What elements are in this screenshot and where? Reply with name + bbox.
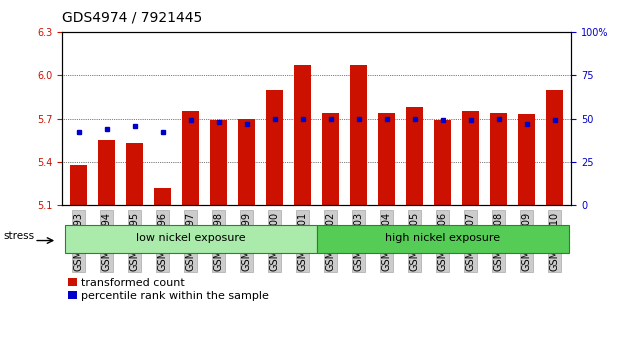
- Bar: [546, 90, 563, 205]
- Bar: [434, 120, 451, 205]
- Bar: [238, 119, 255, 205]
- Text: GDS4974 / 7921445: GDS4974 / 7921445: [62, 11, 202, 25]
- Bar: [294, 65, 311, 205]
- Text: low nickel exposure: low nickel exposure: [136, 233, 246, 243]
- Text: high nickel exposure: high nickel exposure: [385, 233, 500, 243]
- Bar: [127, 143, 143, 205]
- Bar: [322, 113, 339, 205]
- Bar: [406, 107, 423, 205]
- Bar: [266, 90, 283, 205]
- Bar: [65, 225, 317, 253]
- Bar: [462, 112, 479, 205]
- Bar: [350, 65, 367, 205]
- Bar: [99, 140, 116, 205]
- Bar: [490, 113, 507, 205]
- Bar: [211, 120, 227, 205]
- Bar: [183, 112, 199, 205]
- Bar: [518, 114, 535, 205]
- Bar: [155, 188, 171, 205]
- Text: stress: stress: [3, 232, 34, 241]
- Bar: [317, 225, 568, 253]
- Bar: [378, 113, 395, 205]
- Legend: transformed count, percentile rank within the sample: transformed count, percentile rank withi…: [68, 278, 269, 301]
- Bar: [71, 165, 88, 205]
